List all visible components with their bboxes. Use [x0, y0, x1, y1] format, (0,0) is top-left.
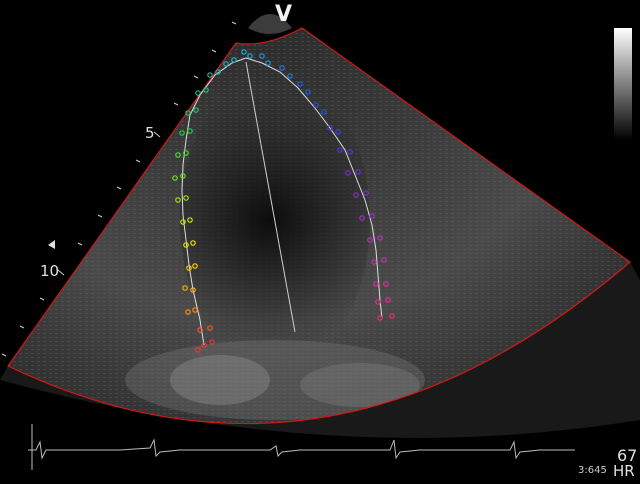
depth-label-10: 10 — [40, 262, 60, 280]
sector-border — [7, 27, 631, 425]
long-axis-line — [245, 61, 296, 333]
far-field — [0, 262, 640, 438]
tracking-points — [172, 49, 395, 353]
ecg-trace — [28, 438, 575, 460]
apex — [248, 14, 292, 34]
heart-rate-value: 67 — [617, 446, 638, 465]
depth-marker-triangle-icon — [48, 240, 55, 249]
depth-scale — [1, 21, 237, 357]
frame-timestamp: 3:645 — [578, 465, 607, 476]
grayscale-bar — [614, 28, 632, 140]
probe-orientation-marker: V — [275, 2, 293, 27]
heart-rate-label: HR — [613, 462, 635, 480]
depth-label-5: 5 — [145, 124, 155, 142]
